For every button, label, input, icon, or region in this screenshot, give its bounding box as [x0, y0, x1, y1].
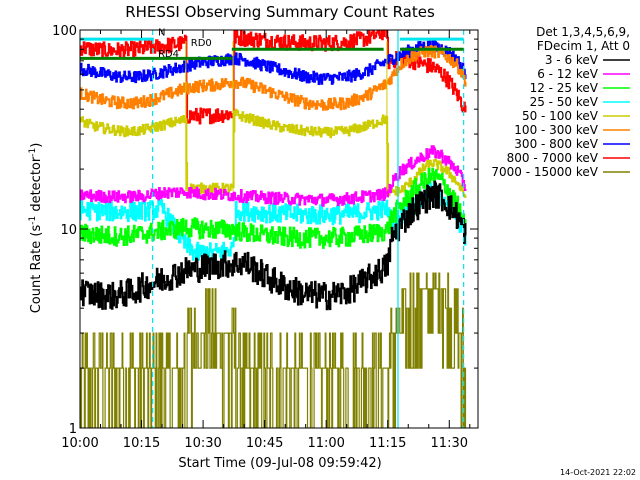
y-tick-label: 10 [60, 223, 77, 238]
legend-label: 6 - 12 keV [537, 67, 599, 81]
legend-label: 50 - 100 keV [522, 109, 599, 123]
legend-label: 800 - 7000 keV [507, 151, 599, 165]
series-line [80, 180, 467, 311]
legend-label: 25 - 50 keV [530, 95, 599, 109]
x-tick-label: 10:00 [61, 436, 98, 451]
series-line [80, 108, 467, 198]
series-line [80, 145, 467, 207]
y-tick-label: 100 [52, 24, 77, 39]
legend-header-1: Det 1,3,4,5,6,9, [536, 25, 630, 39]
chart-title: RHESSI Observing Summary Count Rates [125, 3, 435, 21]
x-tick-label: 10:15 [123, 436, 160, 451]
legend-label: 12 - 25 keV [530, 81, 599, 95]
timestamp: 14-Oct-2021 22:02 [560, 468, 636, 477]
svg-text:Count Rate (s-1 detector-1): Count Rate (s-1 detector-1) [28, 143, 44, 314]
axes: 10:00 10:15 10:30 10:45 11:00 11:15 11:30 1 10 10… [52, 24, 479, 451]
series-line [80, 167, 467, 249]
series-line [80, 39, 467, 85]
flag-annotation: RD0 [191, 38, 212, 49]
y-axis-label: Count Rate (s-1 detector-1) [28, 143, 44, 314]
y-axis-label-sup: -1 [28, 216, 38, 225]
plot-area: NRD0RD4 [80, 27, 467, 428]
x-tick-label: 10:30 [184, 436, 221, 451]
y-tick-label: 1 [69, 422, 77, 437]
legend-label: 100 - 300 keV [514, 123, 598, 137]
x-tick-label: 11:15 [369, 436, 406, 451]
x-tick-label: 11:00 [307, 436, 344, 451]
series-line [80, 45, 467, 111]
legend-label: 3 - 6 keV [545, 53, 599, 67]
legend-header-2: FDecim 1, Att 0 [537, 39, 630, 53]
x-tick-label: 10:45 [246, 436, 283, 451]
flag-annotation: RD4 [158, 49, 179, 60]
y-axis-label-end: ) [29, 143, 44, 148]
legend: Det 1,3,4,5,6,9, FDecim 1, Att 0 3 - 6 k… [491, 25, 630, 179]
series-line [80, 272, 467, 428]
y-axis-label-sup2: -1 [28, 148, 38, 157]
y-axis-label-rest: detector [29, 156, 44, 216]
x-tick-label: 11:30 [431, 436, 468, 451]
legend-label: 7000 - 15000 keV [491, 165, 598, 179]
y-axis-label-main: Count Rate (s [29, 225, 44, 314]
legend-label: 300 - 800 keV [514, 137, 598, 151]
x-axis-label: Start Time (09-Jul-08 09:59:42) [178, 456, 381, 471]
